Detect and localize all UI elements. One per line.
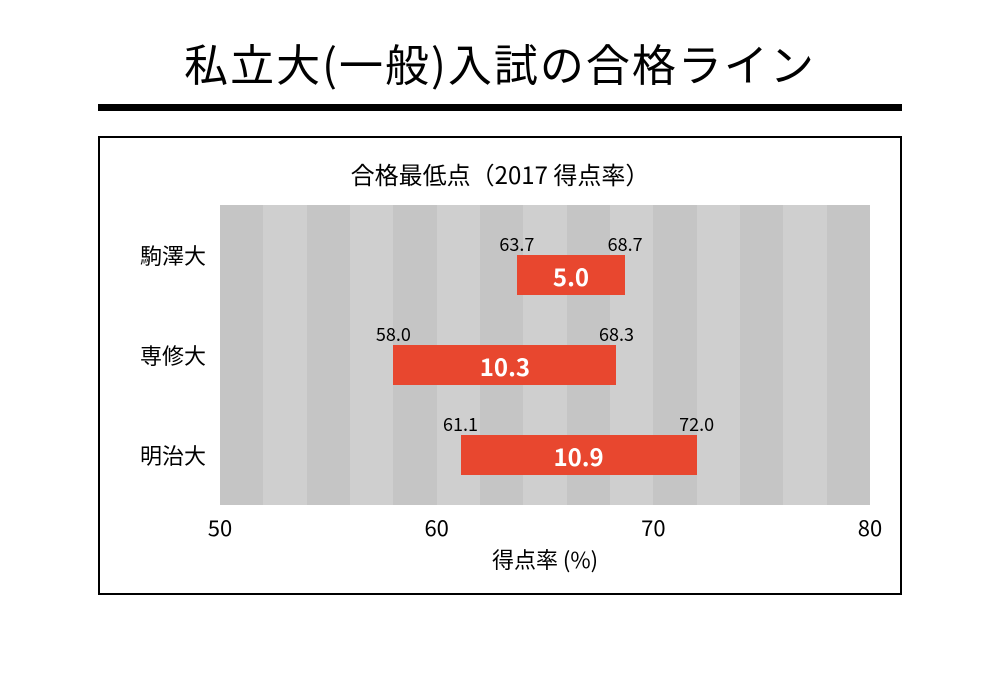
bar-high-label: 68.3 bbox=[599, 321, 634, 347]
x-axis-spacer bbox=[130, 505, 220, 541]
range-bar: 10.3 bbox=[393, 345, 616, 385]
chart-title: 合格最低点（2017 得点率） bbox=[130, 156, 870, 191]
chart-frame: 合格最低点（2017 得点率） 駒澤大 専修大 明治大 5.063.7 68.7 1… bbox=[98, 136, 902, 595]
x-tick-label: 80 bbox=[858, 511, 882, 543]
x-tick-label: 60 bbox=[424, 511, 448, 543]
bar-slot: 10.358.0 68.3 bbox=[220, 305, 870, 395]
y-axis-labels: 駒澤大 専修大 明治大 bbox=[130, 205, 220, 505]
bar-high-label: 68.7 bbox=[608, 231, 643, 257]
x-tick-label: 50 bbox=[208, 511, 232, 543]
x-axis-spacer bbox=[130, 541, 220, 575]
x-tick-label: 70 bbox=[641, 511, 665, 543]
title-underline bbox=[98, 104, 902, 111]
x-ticks: 50607080 bbox=[220, 505, 870, 541]
x-axis-label: 得点率 (%) bbox=[220, 543, 870, 575]
x-axis: 50607080 bbox=[130, 505, 870, 541]
plot-row: 駒澤大 専修大 明治大 5.063.7 68.7 10.358.0 68.3 10.96… bbox=[130, 205, 870, 505]
y-label: 明治大 bbox=[130, 410, 220, 500]
page-title: 私立大(一般)入試の合格ライン bbox=[40, 30, 960, 94]
page: 私立大(一般)入試の合格ライン 合格最低点（2017 得点率） 駒澤大 専修大 … bbox=[0, 0, 1000, 700]
bar-high-label: 72.0 bbox=[679, 411, 714, 437]
plot-area: 5.063.7 68.7 10.358.0 68.3 10.961.1 72.0 bbox=[220, 205, 870, 505]
y-label: 専修大 bbox=[130, 310, 220, 400]
x-label-row: 得点率 (%) bbox=[130, 541, 870, 575]
bar-slot: 5.063.7 68.7 bbox=[220, 215, 870, 305]
range-bar: 5.0 bbox=[517, 255, 625, 295]
bar-low-label: 58.0 bbox=[376, 321, 411, 347]
range-bar: 10.9 bbox=[461, 435, 697, 475]
bar-low-label: 63.7 bbox=[499, 231, 534, 257]
y-label: 駒澤大 bbox=[130, 210, 220, 300]
bar-slot: 10.961.1 72.0 bbox=[220, 395, 870, 485]
bar-low-label: 61.1 bbox=[443, 411, 478, 437]
